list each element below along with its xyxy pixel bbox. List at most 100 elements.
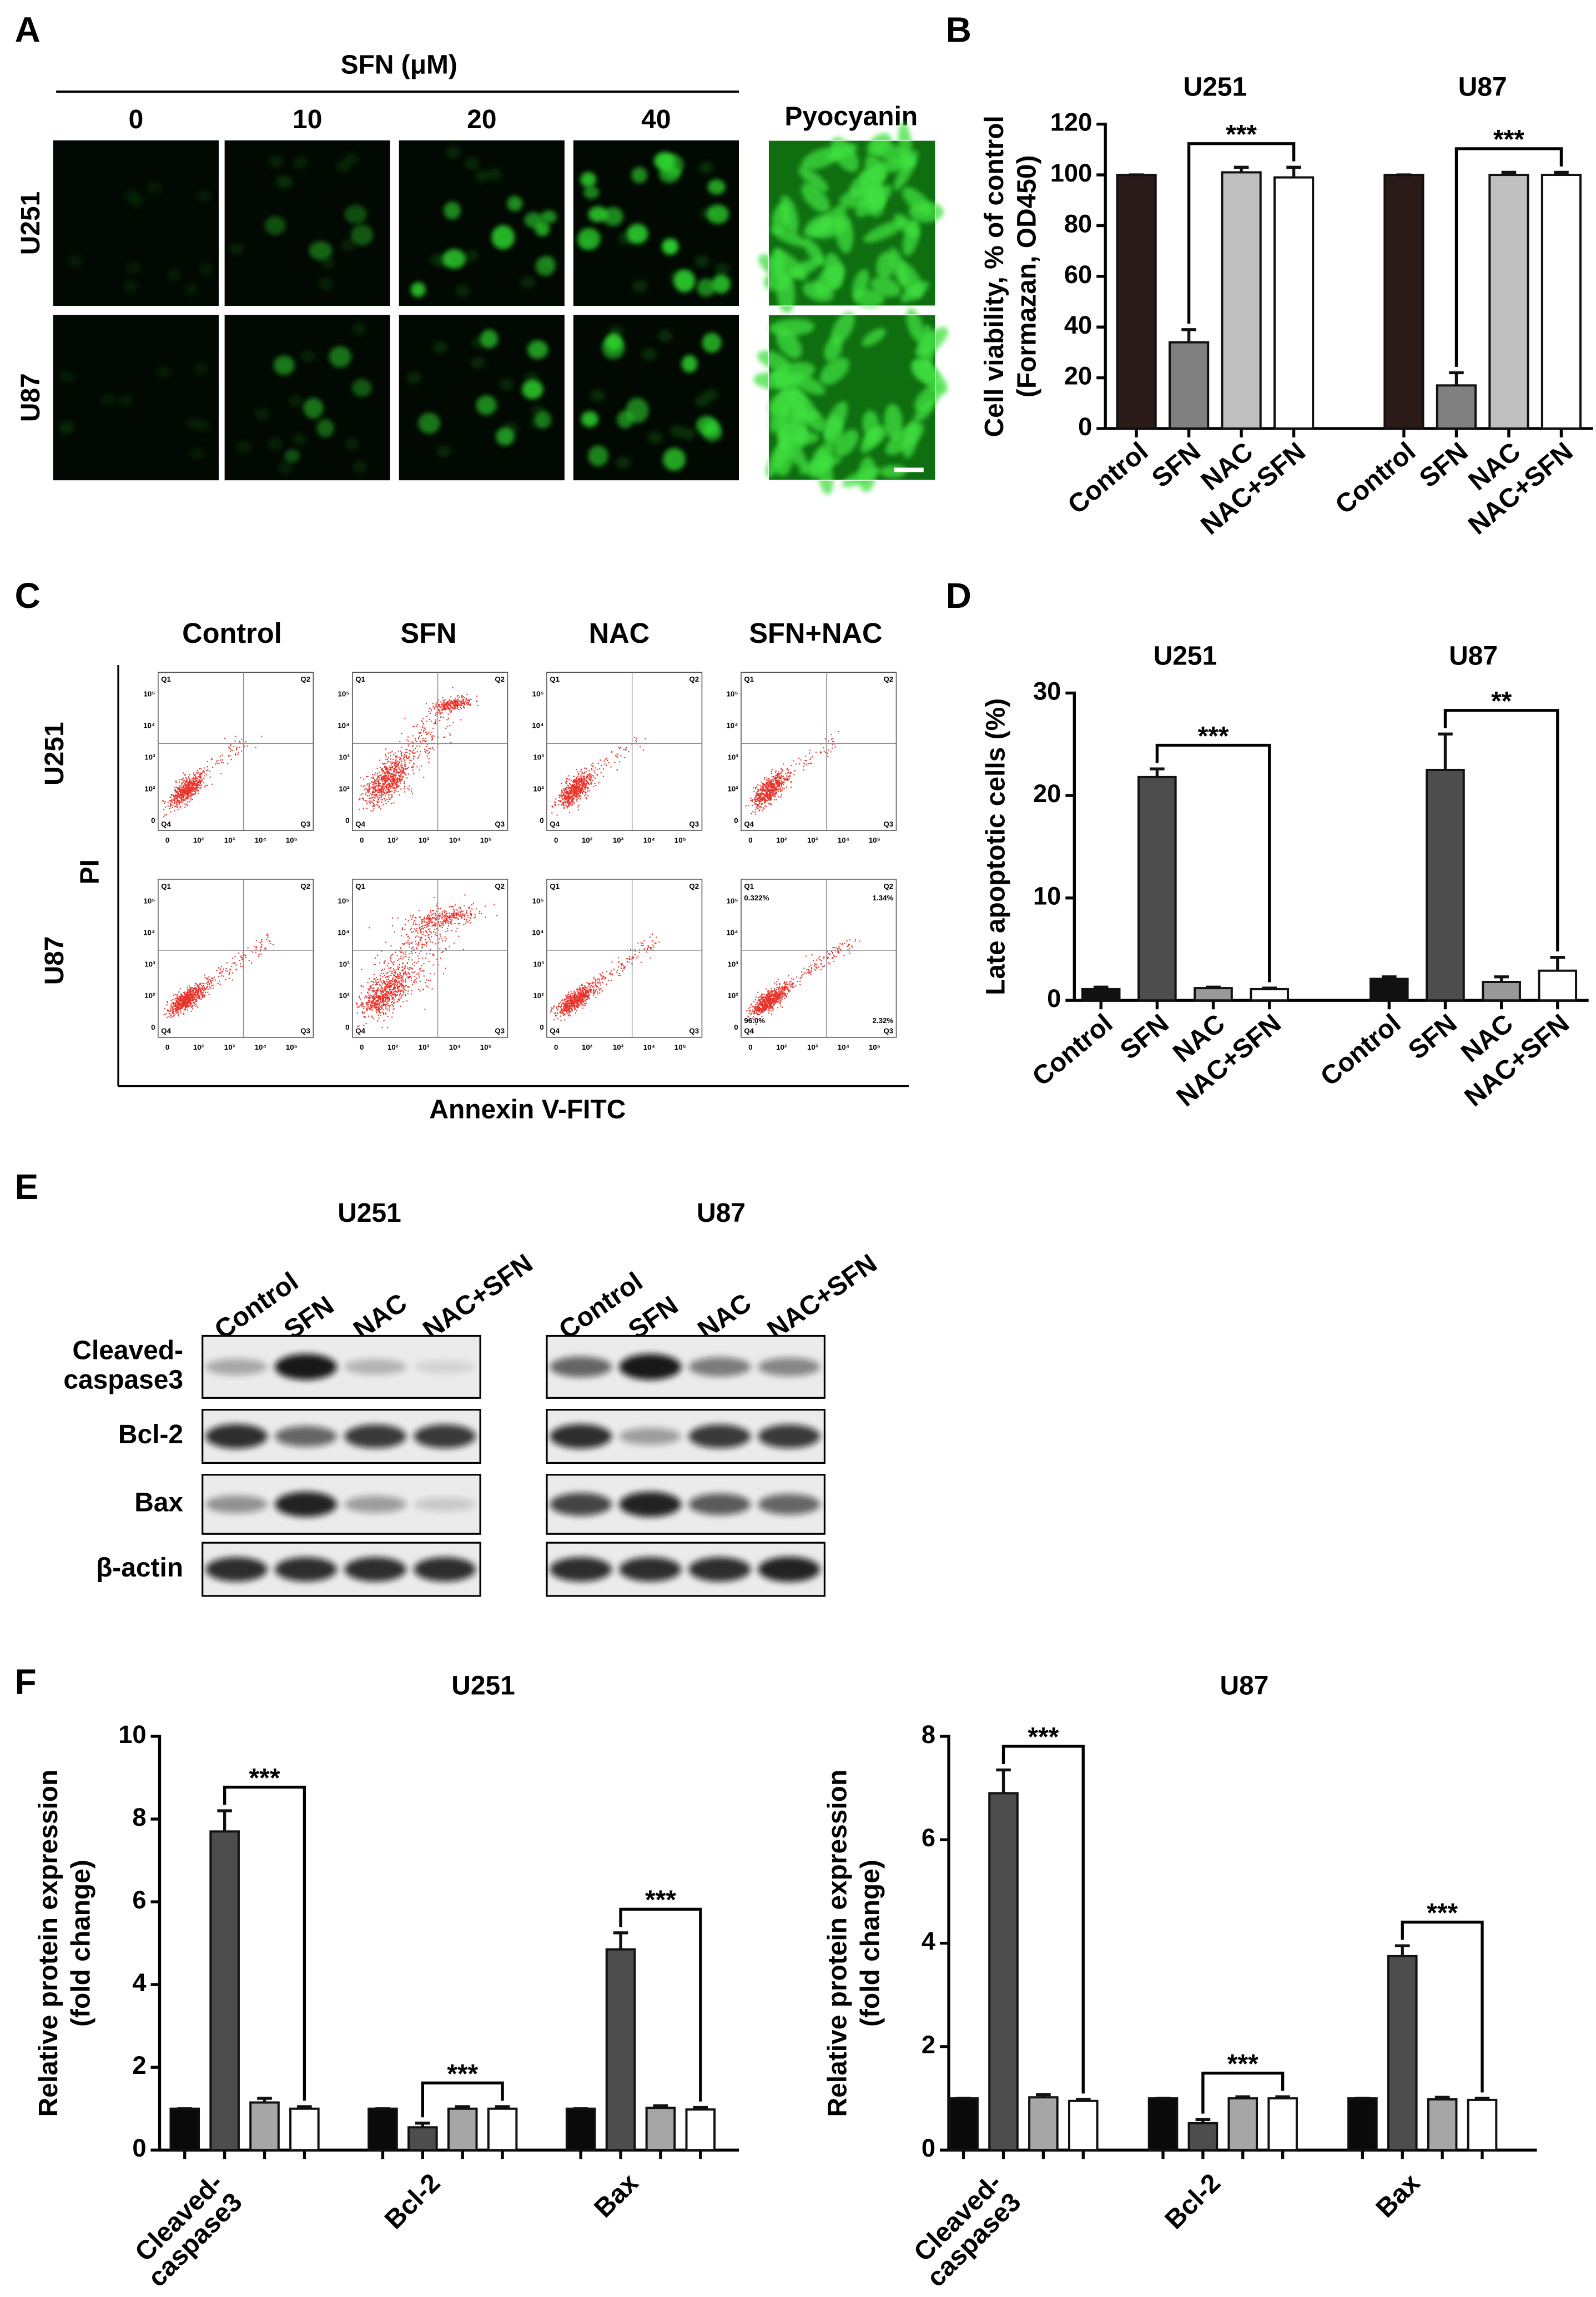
quadrant-label: Q1 — [550, 882, 560, 890]
blot-band — [275, 1354, 337, 1380]
fluorescent-cell — [442, 249, 466, 269]
faint-cell — [156, 366, 171, 379]
tick-label: 0 — [345, 1023, 349, 1031]
fluorescent-cell — [580, 172, 597, 188]
y-tick-label: 2 — [132, 2051, 146, 2079]
cytometry-events — [551, 737, 646, 816]
blot-band — [688, 1424, 751, 1448]
quadrant-label: Q4 — [744, 820, 754, 828]
faint-cell — [167, 269, 182, 281]
axis-title: Annexin V-FITC — [429, 1095, 626, 1125]
fluorescent-cell — [707, 204, 729, 224]
quadrant-percentage: 2.32% — [872, 1016, 893, 1025]
bar — [1273, 176, 1315, 430]
faint-cell — [464, 158, 480, 170]
bar — [447, 2107, 478, 2152]
blot-band — [619, 1492, 682, 1517]
panel-letter: A — [15, 9, 41, 49]
y-tick-label: 0 — [132, 2134, 146, 2162]
cytometry-plot — [546, 879, 703, 1038]
faint-cell — [123, 280, 138, 293]
tick-label: 0 — [345, 817, 349, 825]
significance-bracket — [1454, 147, 1563, 367]
y-tick-label: 8 — [132, 1803, 146, 1831]
fluorescent-cell — [351, 379, 372, 397]
tick-label: 10⁵ — [532, 896, 544, 905]
error-bar — [1262, 986, 1277, 990]
tick-label: 10⁵ — [480, 836, 492, 844]
error-bar — [1494, 975, 1509, 983]
fluorescent-cell — [329, 346, 351, 368]
quadrant-label: Q2 — [495, 882, 505, 890]
faint-cell — [487, 168, 502, 180]
tick-label: 10³ — [807, 1043, 818, 1051]
quadrant-label: Q4 — [161, 1027, 171, 1035]
pyocyanin-cell — [780, 195, 799, 235]
tick-label: 10⁴ — [338, 928, 349, 936]
y-tick-label: 4 — [132, 1968, 146, 1997]
faint-cell — [147, 182, 162, 194]
cytometry-events — [550, 933, 660, 1021]
y-tick-label: 6 — [922, 1824, 935, 1852]
pyocyanin-cell — [864, 425, 887, 447]
tick-label: 10³ — [613, 1043, 624, 1051]
blot-band — [414, 1497, 476, 1512]
faint-cell — [199, 263, 214, 275]
row-label: U87 — [16, 373, 46, 422]
column-label: 40 — [641, 105, 671, 134]
blot-band — [205, 1424, 268, 1449]
bar — [1147, 2097, 1179, 2152]
faint-cell — [616, 457, 631, 469]
pyocyanin-cell — [801, 147, 842, 170]
group-title: U251 — [1154, 641, 1217, 671]
error-bar — [996, 1768, 1011, 1794]
y-tick-label: 20 — [1033, 779, 1061, 808]
bar — [948, 2097, 979, 2152]
error-bar — [653, 2104, 668, 2108]
faint-cell — [499, 379, 514, 391]
y-axis-title: Cell viability, % of control — [980, 115, 1009, 437]
fluorescent-cell — [351, 224, 374, 246]
tick-label: 0 — [554, 1043, 558, 1051]
bar — [1538, 969, 1578, 1002]
faint-cell — [300, 350, 315, 362]
blot-band — [688, 1493, 751, 1515]
y-axis-title: (fold change) — [855, 1860, 885, 2027]
y-tick-label: 0 — [922, 2134, 935, 2162]
fluorescent-cell — [707, 179, 726, 195]
blot-band — [344, 1359, 407, 1375]
panel-letter: B — [946, 9, 971, 49]
error-bar — [1075, 2098, 1091, 2101]
significance-label: *** — [1226, 120, 1257, 149]
pyocyanin-cell — [799, 456, 842, 475]
group-label: U251 — [338, 1198, 401, 1228]
fluorescent-cell — [535, 411, 552, 429]
bar — [407, 2126, 438, 2152]
blot-band — [275, 1492, 337, 1517]
bar — [1427, 2098, 1458, 2152]
faint-cell — [118, 394, 133, 407]
significance-bracket — [1001, 1745, 1085, 2094]
cytometry-plot — [158, 879, 314, 1038]
quadrant-label: Q1 — [161, 882, 171, 890]
y-tick-label: 80 — [1064, 209, 1092, 238]
tick-label: 10³ — [144, 753, 155, 762]
fluorescent-cell — [631, 167, 648, 184]
fluorescent-cell — [702, 333, 722, 353]
quadrant-label: Q3 — [300, 1027, 310, 1035]
quadrant-label: Q3 — [495, 1027, 505, 1035]
quadrant-label: Q4 — [355, 1027, 365, 1035]
quadrant-label: Q2 — [495, 675, 505, 683]
tick-label: 10⁴ — [643, 1043, 655, 1051]
significance-bracket — [1401, 1921, 1484, 2093]
pyocyanin-cell — [900, 281, 929, 303]
fluorescent-cell — [681, 355, 698, 373]
tick-label: 10⁴ — [643, 836, 655, 844]
pyocyanin-cell — [770, 226, 808, 247]
pyocyanin-cell — [773, 368, 799, 397]
significance-bracket — [619, 1907, 702, 2102]
faint-cell — [455, 285, 470, 297]
faint-cell — [59, 370, 74, 382]
y-tick-label: 0 — [1078, 412, 1092, 441]
pyocyanin-cell — [910, 359, 938, 384]
